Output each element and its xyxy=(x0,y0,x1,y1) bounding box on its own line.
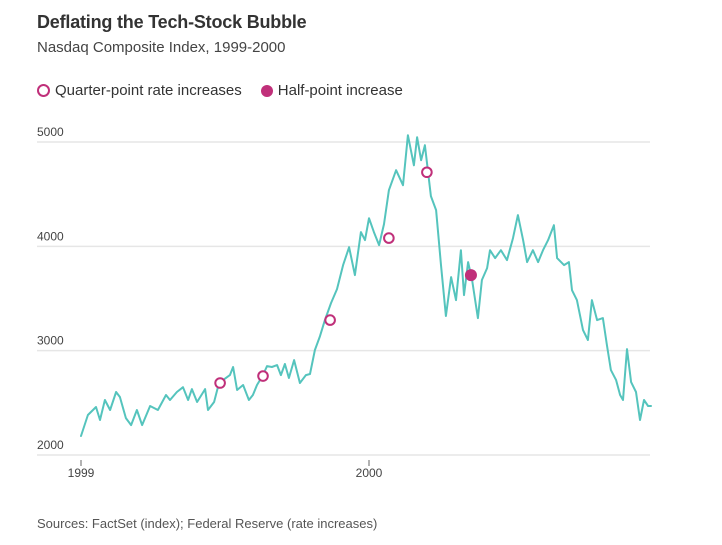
y-axis-labels: 2000 3000 4000 5000 xyxy=(37,125,64,452)
rate-increase-markers xyxy=(214,166,477,389)
series-layer xyxy=(80,134,652,437)
y-tick-label: 5000 xyxy=(37,125,64,139)
y-tick-label: 2000 xyxy=(37,438,64,452)
open-circle-icon xyxy=(37,84,50,97)
marker-quarter-point xyxy=(383,232,395,244)
filled-circle-icon xyxy=(260,84,273,97)
chart-subtitle: Nasdaq Composite Index, 1999-2000 xyxy=(37,39,286,56)
y-tick-label: 3000 xyxy=(37,334,64,348)
gridlines xyxy=(37,141,650,456)
source-note: Sources: FactSet (index); Federal Reserv… xyxy=(37,516,378,531)
x-axis: 1999 2000 xyxy=(68,460,383,480)
marker-quarter-point xyxy=(257,370,269,382)
legend-label-quarter: Quarter-point rate increases xyxy=(55,82,242,99)
legend: Quarter-point rate increases Half-point … xyxy=(37,82,422,99)
legend-item-half: Half-point increase xyxy=(260,82,403,99)
x-tick-label: 1999 xyxy=(68,466,95,480)
marker-quarter-point xyxy=(214,377,226,389)
series-line-nasdaq xyxy=(80,134,652,437)
chart-title: Deflating the Tech-Stock Bubble xyxy=(37,12,307,32)
x-tick-label: 2000 xyxy=(356,466,383,480)
marker-half-point xyxy=(464,269,477,282)
legend-item-quarter: Quarter-point rate increases xyxy=(37,82,242,99)
marker-quarter-point xyxy=(324,314,336,326)
legend-label-half: Half-point increase xyxy=(277,82,403,99)
y-tick-label: 4000 xyxy=(37,229,64,243)
marker-quarter-point xyxy=(421,166,433,179)
